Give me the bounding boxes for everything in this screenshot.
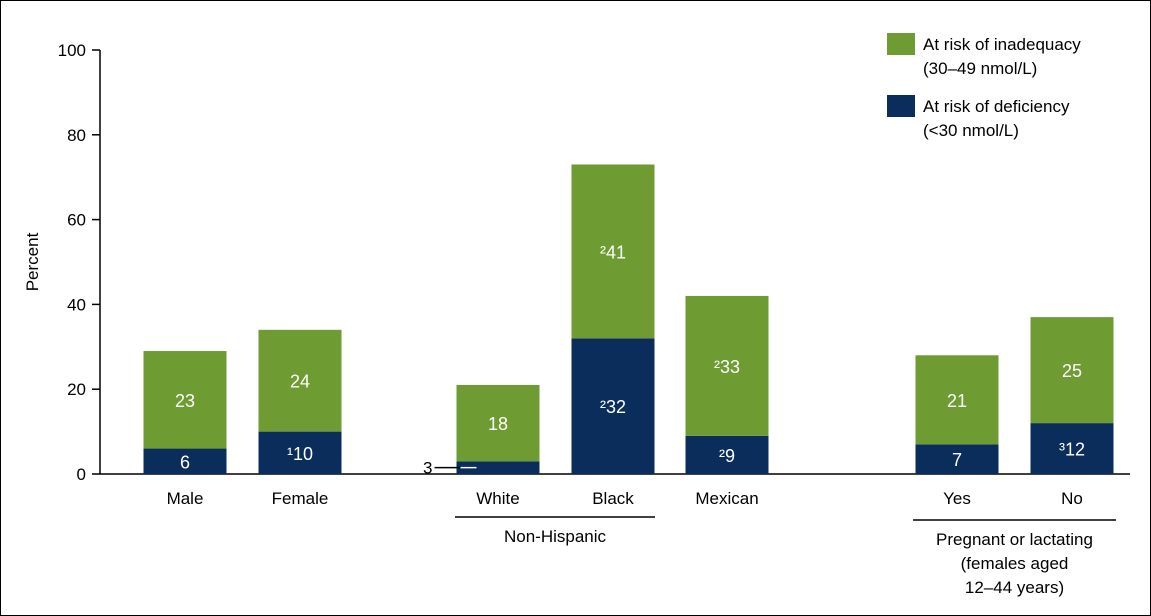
bar-segment-inadequacy <box>915 355 999 445</box>
category-label: White <box>476 489 519 508</box>
category-label: Female <box>272 489 329 508</box>
data-label: 25 <box>1062 361 1082 381</box>
data-label: 6 <box>180 452 190 472</box>
data-label: 3 <box>423 459 432 478</box>
group-label: Non-Hispanic <box>504 527 607 546</box>
bar-segment-deficiency <box>143 448 227 474</box>
bar-segment-inadequacy <box>143 351 227 449</box>
data-label: 21 <box>947 391 967 411</box>
bar-segment-inadequacy <box>571 164 655 339</box>
y-tick-label: 40 <box>67 295 86 314</box>
legend-swatch <box>887 33 915 55</box>
y-axis-title: Percent <box>23 232 42 291</box>
bar-segment-deficiency <box>685 435 769 474</box>
data-label: ¹10 <box>287 444 313 464</box>
category-label: Yes <box>943 489 971 508</box>
bars <box>143 164 1114 474</box>
data-label: ²41 <box>600 242 626 262</box>
data-label: ²33 <box>714 357 740 377</box>
y-tick-label: 80 <box>67 126 86 145</box>
legend: At risk of inadequacy (30–49 nmol/L) At ri… <box>887 33 1081 140</box>
y-tick-label: 60 <box>67 211 86 230</box>
bar-segment-inadequacy <box>685 295 769 436</box>
data-label: ²32 <box>600 397 626 417</box>
data-label: ³12 <box>1059 440 1085 460</box>
bar-segment-inadequacy <box>1030 317 1114 424</box>
data-label: ²9 <box>719 446 735 466</box>
bar-segment-inadequacy <box>258 329 342 432</box>
data-label: 18 <box>488 414 508 434</box>
y-tick-label: 100 <box>58 41 86 60</box>
y-tick-label: 0 <box>77 465 86 484</box>
legend-swatch <box>887 95 915 117</box>
group-label: 12–44 years) <box>965 578 1064 597</box>
bar-segment-deficiency <box>456 461 540 474</box>
legend-entry: (30–49 nmol/L) <box>923 59 1037 78</box>
data-label: 24 <box>290 372 310 392</box>
category-label: Black <box>592 489 634 508</box>
data-label: 23 <box>175 391 195 411</box>
y-tick-label: 20 <box>67 380 86 399</box>
bar-segment-inadequacy <box>456 384 540 462</box>
bar-segment-deficiency <box>258 431 342 474</box>
category-label: Male <box>167 489 204 508</box>
legend-entry: At risk of inadequacy <box>923 35 1081 54</box>
category-label: No <box>1061 489 1083 508</box>
legend-entry: (<30 nmol/L) <box>923 121 1019 140</box>
group-label: (females aged <box>961 554 1069 573</box>
labels: 6 23 Male ¹10 24 Female 3 18 White ²32 ²41 Black ²9 ²… <box>167 242 1116 597</box>
data-label: 7 <box>952 450 962 470</box>
bar-segment-deficiency <box>915 444 999 474</box>
category-label: Mexican <box>695 489 758 508</box>
legend-entry: At risk of deficiency <box>923 97 1070 116</box>
group-label: Pregnant or lactating <box>936 530 1093 549</box>
bar-segment-deficiency <box>571 338 655 474</box>
bar-segment-deficiency <box>1030 423 1114 474</box>
